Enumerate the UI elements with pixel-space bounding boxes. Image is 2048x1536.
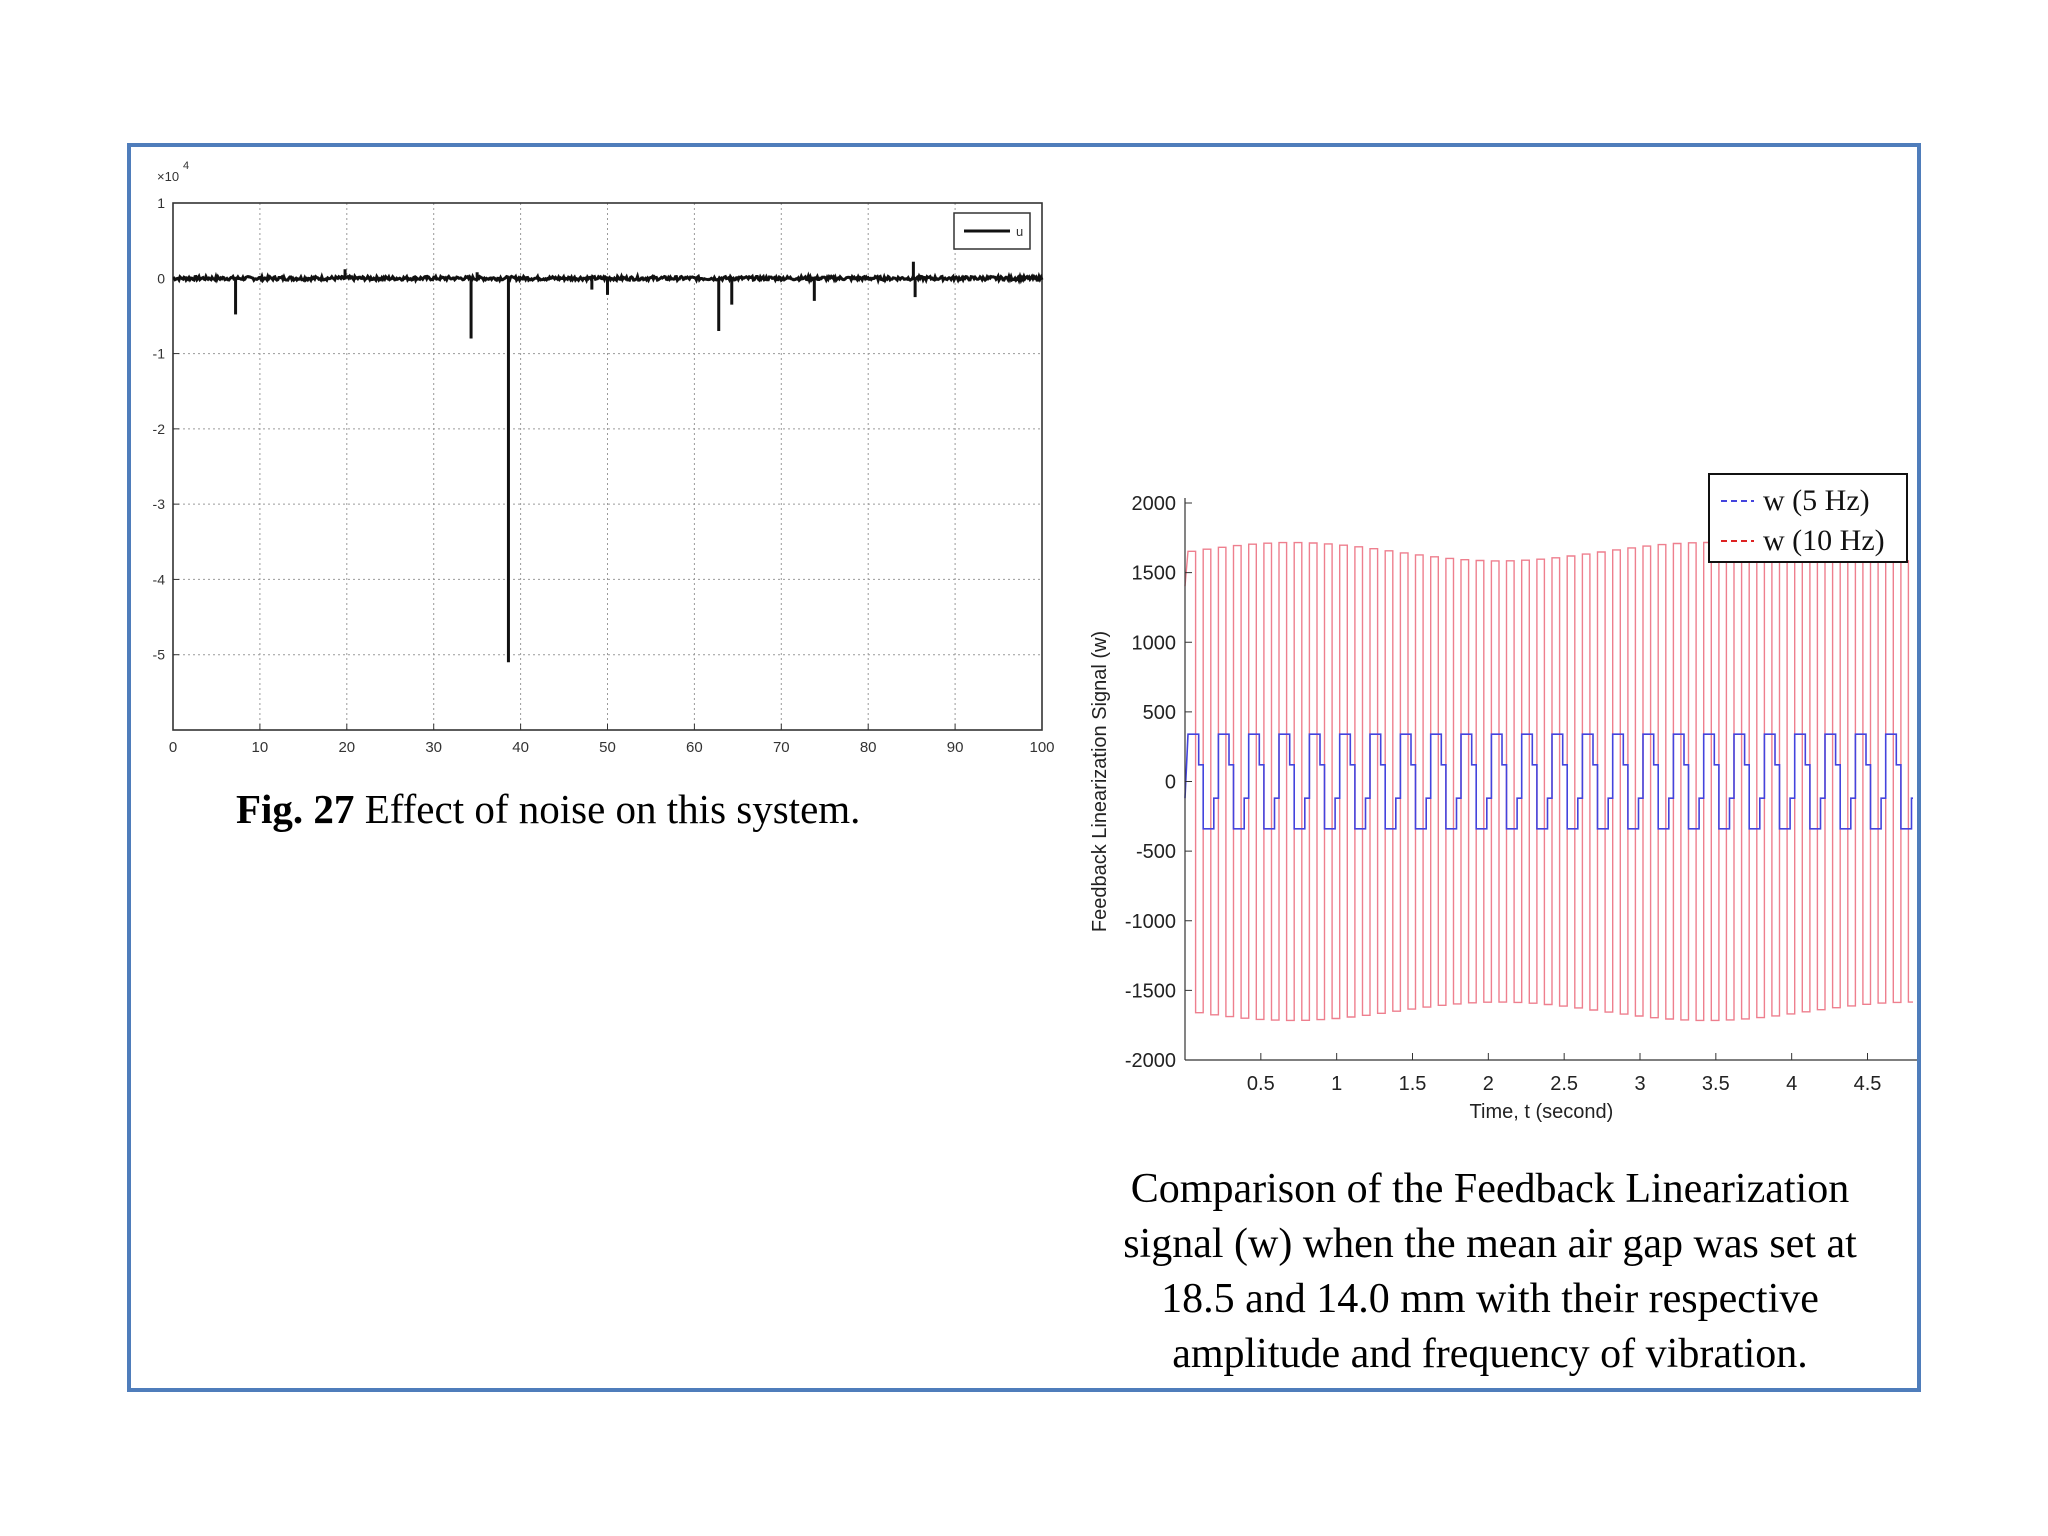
slide-frame — [127, 143, 1921, 1392]
y-tick-label: -2 — [153, 421, 166, 437]
x-tick-label: 10 — [252, 739, 269, 756]
y-tick-label: 1 — [157, 195, 165, 211]
y-tick-label: 1000 — [1132, 632, 1177, 654]
y-tick-label: 1500 — [1132, 563, 1177, 585]
figure-27-text: Effect of noise on this system. — [354, 786, 861, 832]
legend-label-10hz: w (10 Hz) — [1763, 524, 1885, 557]
series-u-baseline — [172, 271, 1044, 285]
y-tick-label: -5 — [153, 647, 166, 663]
y-exponent-power: 4 — [183, 160, 189, 172]
legend-label-5hz: w (5 Hz) — [1763, 484, 1870, 517]
x-tick-label: 50 — [599, 739, 616, 756]
x-tick-label: 4.5 — [1854, 1073, 1882, 1095]
feedback-linearization-caption: Comparison of the Feedback Linearization… — [1123, 1166, 1857, 1377]
legend-box — [1708, 473, 1908, 563]
legend-label-u: u — [1016, 224, 1023, 239]
y-exponent-label: ×10 — [157, 169, 179, 184]
y-tick-label: -2000 — [1125, 1050, 1176, 1072]
y-tick-label: 500 — [1143, 702, 1176, 724]
x-tick-label: 2 — [1483, 1073, 1494, 1095]
y-tick-label: -3 — [153, 496, 166, 512]
x-tick-label: 80 — [860, 739, 877, 756]
y-axis-label: Feedback Linearization Signal (w) — [1089, 631, 1111, 932]
y-tick-label: 0 — [157, 270, 165, 286]
series-w-5hz — [1184, 733, 1913, 830]
y-tick-label: 0 — [1165, 772, 1176, 794]
x-tick-label: 60 — [686, 739, 703, 756]
x-tick-label: 30 — [425, 739, 442, 756]
y-tick-label: -500 — [1136, 841, 1176, 863]
series-w-10hz — [1184, 541, 1913, 1022]
x-tick-label: 100 — [1029, 739, 1054, 756]
feedback-linearization-chart: 2000 1500 1000 500 0 -500 -1000 -1500 -2000 0.5 1 1… — [1089, 473, 1917, 1123]
x-tick-label: 40 — [512, 739, 529, 756]
figure-27-label: Fig. 27 — [236, 786, 355, 832]
x-tick-label: 3 — [1634, 1073, 1645, 1095]
y-tick-label: -1500 — [1125, 980, 1176, 1002]
x-tick-label: 2.5 — [1550, 1073, 1578, 1095]
x-tick-label: 0.5 — [1247, 1073, 1275, 1095]
x-tick-label: 20 — [338, 739, 355, 756]
y-tick-label: -1000 — [1125, 911, 1176, 933]
x-axis-label: Time, t (second) — [1470, 1101, 1614, 1123]
x-tick-label: 3.5 — [1702, 1073, 1730, 1095]
y-tick-label: -1 — [153, 346, 166, 362]
y-tick-label: 2000 — [1132, 493, 1177, 515]
x-tick-label: 1 — [1331, 1073, 1342, 1095]
x-tick-label: 70 — [773, 739, 790, 756]
x-tick-label: 4 — [1786, 1073, 1797, 1095]
figure-27-caption: Fig. 27 Effect of noise on this system. — [236, 785, 860, 833]
y-tick-label: -4 — [153, 571, 166, 587]
x-tick-label: 1.5 — [1399, 1073, 1427, 1095]
x-tick-label: 90 — [947, 739, 964, 756]
x-tick-label: 0 — [169, 739, 177, 756]
